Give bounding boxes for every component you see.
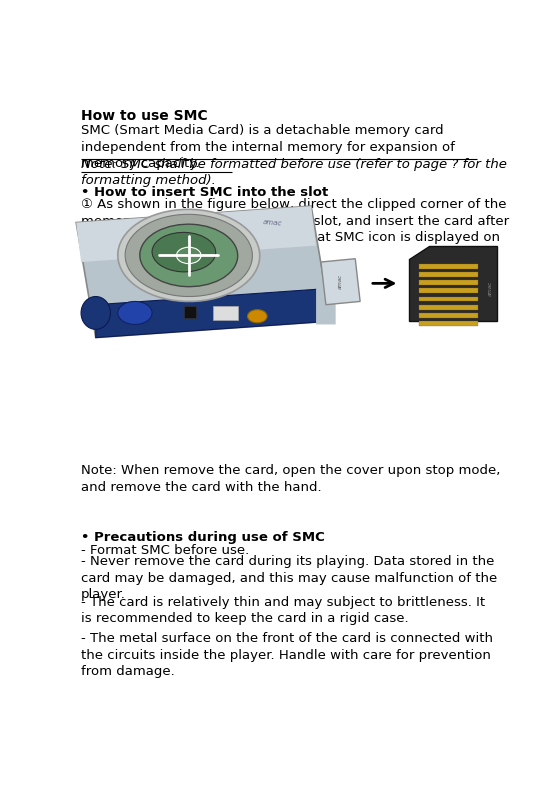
Bar — [184, 306, 196, 318]
Polygon shape — [409, 246, 497, 321]
Bar — [419, 297, 478, 301]
Bar — [419, 264, 478, 268]
Ellipse shape — [152, 232, 215, 272]
Circle shape — [118, 301, 152, 324]
Bar — [419, 288, 478, 294]
Bar — [213, 306, 238, 319]
Ellipse shape — [140, 225, 238, 287]
Bar — [419, 280, 478, 285]
Text: - Never remove the card during its playing. Data stored in the
card may be damag: - Never remove the card during its playi… — [81, 556, 497, 601]
Text: - The metal surface on the front of the card is connected with
the circuits insi: - The metal surface on the front of the … — [81, 632, 493, 678]
Polygon shape — [321, 259, 360, 305]
Circle shape — [176, 247, 201, 264]
Polygon shape — [316, 285, 336, 324]
Bar — [419, 305, 478, 309]
Text: - The card is relatively thin and may subject to brittleness. It
is recommended : - The card is relatively thin and may su… — [81, 596, 485, 626]
Text: SMC (Smart Media Card) is a detachable memory card
independent from the internal: SMC (Smart Media Card) is a detachable m… — [81, 125, 455, 170]
Text: - Format SMC before use.: - Format SMC before use. — [81, 544, 249, 557]
Ellipse shape — [118, 210, 259, 301]
Text: amac: amac — [262, 219, 282, 226]
Text: • How to insert SMC into the slot: • How to insert SMC into the slot — [81, 186, 328, 199]
Text: • Precautions during use of SMC: • Precautions during use of SMC — [81, 531, 324, 544]
Text: amac: amac — [487, 281, 492, 296]
Text: amac: amac — [338, 274, 343, 290]
Bar — [419, 272, 478, 277]
Bar — [419, 313, 478, 318]
Ellipse shape — [125, 214, 252, 297]
Bar — [419, 321, 478, 326]
Polygon shape — [76, 206, 331, 338]
Circle shape — [248, 309, 267, 323]
Text: Note: SMC shall be formatted before use (refer to page ? for the
formatting meth: Note: SMC shall be formatted before use … — [81, 158, 506, 187]
Polygon shape — [96, 288, 331, 338]
Text: ① As shown in the figure below, direct the clipped corner of the
memory card to : ① As shown in the figure below, direct t… — [81, 198, 509, 244]
Text: How to use SMC: How to use SMC — [81, 109, 207, 123]
Text: ② Turn power on, and make sure that SMC icon is displayed on
the LCD displayʸ: ② Turn power on, and make sure that SMC … — [81, 232, 499, 261]
Ellipse shape — [81, 297, 110, 330]
Polygon shape — [76, 206, 316, 262]
Text: Note: When remove the card, open the cover upon stop mode,
and remove the card w: Note: When remove the card, open the cov… — [81, 464, 500, 494]
